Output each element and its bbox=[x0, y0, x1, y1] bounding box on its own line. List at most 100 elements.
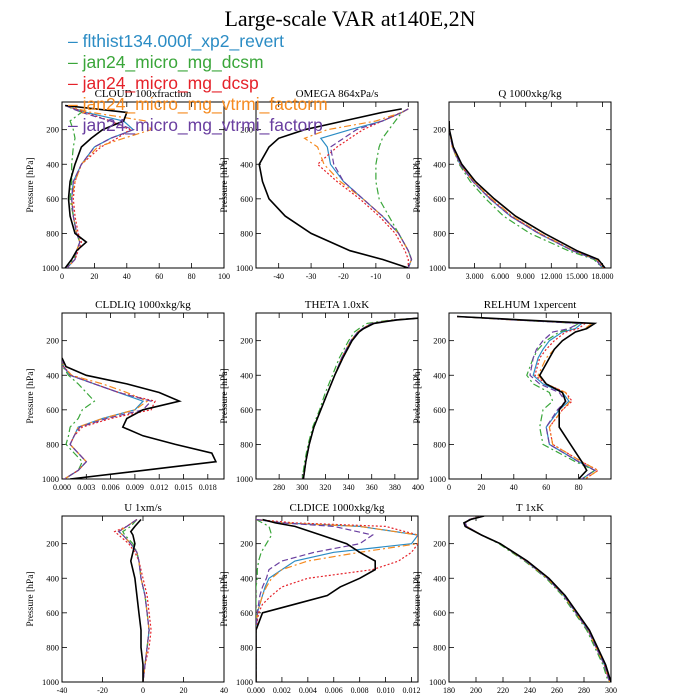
series-line-4 bbox=[329, 108, 413, 268]
y-tick-label: 400 bbox=[433, 159, 446, 169]
y-tick-label: 1000 bbox=[42, 677, 59, 687]
y-tick-label: 600 bbox=[433, 608, 446, 618]
y-tick-label: 400 bbox=[433, 573, 446, 583]
x-tick-label: 6.000 bbox=[491, 272, 509, 281]
y-axis-label: Pressure [hPa] bbox=[26, 368, 36, 423]
y-tick-label: 800 bbox=[433, 228, 446, 238]
series-line-4 bbox=[256, 518, 375, 682]
x-tick-label: 0.002 bbox=[273, 686, 291, 695]
y-axis-label: Pressure [hPa] bbox=[413, 571, 423, 626]
y-tick-label: 1000 bbox=[429, 263, 446, 273]
x-tick-label: 20 bbox=[90, 272, 98, 281]
series-line-2 bbox=[62, 357, 156, 479]
x-tick-label: 0.012 bbox=[150, 483, 168, 492]
series-line-1 bbox=[301, 317, 418, 479]
y-tick-label: 800 bbox=[46, 228, 59, 238]
series-line-0 bbox=[464, 516, 611, 682]
y-tick-label: 1000 bbox=[42, 263, 59, 273]
x-tick-label: 300 bbox=[296, 483, 308, 492]
series-line-4 bbox=[117, 519, 150, 682]
y-tick-label: 200 bbox=[433, 539, 446, 549]
x-tick-label: 380 bbox=[389, 483, 401, 492]
series-line-0 bbox=[302, 317, 418, 479]
x-tick-label: 0 bbox=[141, 686, 145, 695]
series-line-1 bbox=[256, 518, 273, 682]
series-line-2 bbox=[302, 317, 418, 479]
x-tick-label: 280 bbox=[578, 686, 590, 695]
series-line-2 bbox=[449, 120, 604, 268]
y-tick-label: 400 bbox=[46, 573, 59, 583]
panel-title: U 1xm/s bbox=[124, 502, 162, 514]
series-line-5 bbox=[62, 357, 218, 479]
y-axis-label: Pressure [hPa] bbox=[220, 157, 230, 212]
x-tick-label: 360 bbox=[366, 483, 378, 492]
x-tick-label: 60 bbox=[155, 272, 163, 281]
x-tick-label: 0.015 bbox=[175, 483, 193, 492]
x-tick-label: 20 bbox=[180, 686, 188, 695]
x-tick-label: 240 bbox=[524, 686, 536, 695]
x-tick-label: 0.003 bbox=[77, 483, 95, 492]
series-line-3 bbox=[117, 519, 150, 682]
x-tick-label: 12.000 bbox=[540, 272, 562, 281]
y-tick-label: 1000 bbox=[42, 474, 59, 484]
y-tick-label: 400 bbox=[240, 573, 253, 583]
x-tick-label: -40 bbox=[57, 686, 68, 695]
series-line-3 bbox=[303, 108, 413, 268]
x-tick-label: 0 bbox=[406, 272, 410, 281]
x-tick-label: 0.006 bbox=[325, 686, 343, 695]
x-tick-label: 340 bbox=[343, 483, 355, 492]
x-tick-label: 80 bbox=[575, 483, 583, 492]
y-tick-label: 600 bbox=[46, 608, 59, 618]
x-tick-label: 0.010 bbox=[377, 686, 395, 695]
panel-title: T 1xK bbox=[516, 502, 544, 514]
x-tick-label: -10 bbox=[371, 272, 382, 281]
x-tick-label: 60 bbox=[542, 483, 550, 492]
y-tick-label: 200 bbox=[46, 539, 59, 549]
y-tick-label: 200 bbox=[46, 125, 59, 135]
series-line-5 bbox=[64, 104, 128, 268]
panel-frame bbox=[255, 101, 419, 269]
x-tick-label: 40 bbox=[220, 686, 228, 695]
x-tick-label: 0.000 bbox=[247, 686, 265, 695]
series-line-2 bbox=[464, 516, 611, 682]
y-tick-label: 800 bbox=[240, 439, 253, 449]
x-tick-label: 0.006 bbox=[102, 483, 120, 492]
series-line-3 bbox=[65, 104, 152, 268]
series-line-1 bbox=[449, 120, 603, 268]
x-tick-label: 0.004 bbox=[299, 686, 317, 695]
y-tick-label: 200 bbox=[240, 336, 253, 346]
series-line-5 bbox=[256, 518, 377, 682]
series-line-5 bbox=[462, 516, 611, 682]
panel-title: CLOUD 100xfraction bbox=[95, 88, 192, 100]
series-line-4 bbox=[457, 315, 596, 479]
x-tick-label: 0.012 bbox=[403, 686, 421, 695]
x-tick-label: 20 bbox=[477, 483, 485, 492]
series-line-4 bbox=[464, 516, 611, 682]
x-tick-label: 0.009 bbox=[126, 483, 144, 492]
y-tick-label: 800 bbox=[433, 439, 446, 449]
y-tick-label: 400 bbox=[433, 370, 446, 380]
y-tick-label: 200 bbox=[240, 539, 253, 549]
series-line-3 bbox=[457, 315, 600, 479]
y-tick-label: 600 bbox=[46, 405, 59, 415]
x-tick-label: 0.000 bbox=[53, 483, 71, 492]
panel-frame bbox=[255, 312, 419, 480]
y-tick-label: 800 bbox=[433, 642, 446, 652]
series-line-4 bbox=[302, 317, 418, 479]
series-line-0 bbox=[256, 518, 418, 682]
y-axis-label: Pressure [hPa] bbox=[26, 571, 36, 626]
x-tick-label: 320 bbox=[319, 483, 331, 492]
panel-frame bbox=[61, 312, 225, 480]
series-line-3 bbox=[302, 317, 418, 479]
series-line-1 bbox=[457, 315, 597, 479]
y-tick-label: 800 bbox=[240, 642, 253, 652]
y-tick-label: 600 bbox=[240, 608, 253, 618]
y-tick-label: 600 bbox=[240, 194, 253, 204]
x-tick-label: 300 bbox=[605, 686, 617, 695]
series-line-1 bbox=[62, 357, 96, 479]
x-tick-label: 0.008 bbox=[351, 686, 369, 695]
y-axis-label: Pressure [hPa] bbox=[413, 368, 423, 423]
series-line-2 bbox=[113, 519, 152, 682]
y-tick-label: 200 bbox=[240, 125, 253, 135]
